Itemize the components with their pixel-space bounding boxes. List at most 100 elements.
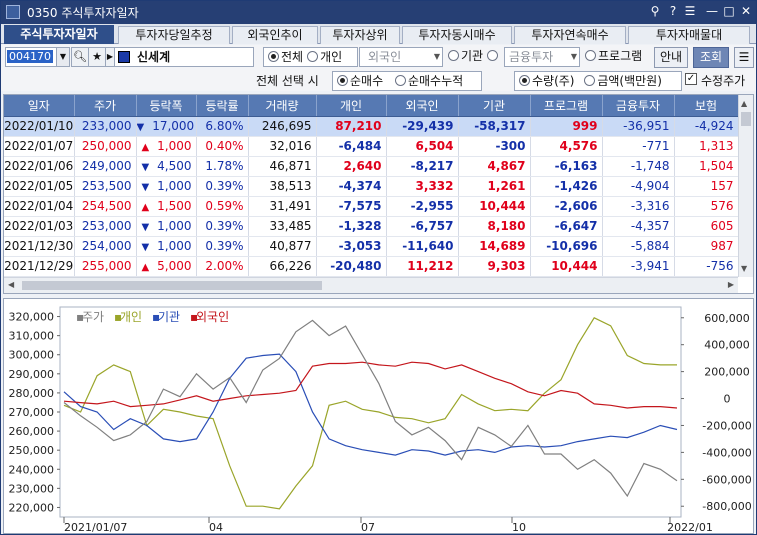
- table-cell: 605: [674, 216, 739, 237]
- star-icon[interactable]: ★: [88, 47, 106, 67]
- table-cell: -300: [458, 136, 531, 157]
- table-cell: 4,867: [458, 156, 531, 177]
- column-header[interactable]: 기관: [458, 95, 531, 117]
- table-row[interactable]: 2021/12/29 255,000 ▲ 5,000 2.00% 66,226 -20,48…: [4, 256, 739, 277]
- column-header[interactable]: 등락폭: [136, 95, 197, 117]
- table-cell: ▼ 1,000: [136, 176, 197, 197]
- radio-all[interactable]: [268, 51, 279, 62]
- column-header[interactable]: 외국인: [386, 95, 459, 117]
- unit-radio-group: 수량(주) 금액(백만원): [514, 71, 682, 91]
- table-row[interactable]: 2022/01/04 254,500 ▲ 1,500 0.59% 31,491 -7,575…: [4, 196, 739, 217]
- table-cell: 38,513: [248, 176, 317, 197]
- minimize-icon[interactable]: —: [706, 4, 718, 18]
- scroll-thumb[interactable]: [741, 112, 751, 126]
- foreign-select[interactable]: 외국인 ▼: [359, 47, 443, 67]
- column-header[interactable]: 거래량: [248, 95, 317, 117]
- table-cell: 253,500: [74, 176, 137, 197]
- net-buy-cum-label: 순매수누적: [407, 74, 464, 88]
- tab-investor-daily[interactable]: 주식투자자일자: [4, 25, 114, 44]
- pin-icon[interactable]: ⚲: [650, 4, 660, 18]
- tab-investor-consecutive-buy[interactable]: 투자자연속매수: [514, 26, 626, 44]
- column-header[interactable]: 일자: [4, 95, 75, 117]
- table-cell: -29,439: [386, 116, 459, 137]
- table-cell: 0.39%: [196, 176, 249, 197]
- investor-chart[interactable]: 320,000 310,000 300,000 290,000 280,000 270,0…: [3, 298, 754, 534]
- code-dropdown-icon[interactable]: ▼: [56, 47, 70, 67]
- tab-investor-volume-profile[interactable]: 투자자매물대: [628, 26, 750, 44]
- table-row[interactable]: 2022/01/03 253,000 ▼ 1,000 0.39% 33,485 -1,328…: [4, 216, 739, 237]
- table-cell: -11,640: [386, 236, 459, 257]
- table-cell: ▲ 1,500: [136, 196, 197, 217]
- inst-select[interactable]: 금융투자 ▼: [504, 47, 580, 67]
- y-left-tick-label: 310,000: [9, 330, 55, 343]
- y-left-tick-label: 250,000: [9, 444, 55, 457]
- scroll-right-icon[interactable]: ▶: [727, 280, 734, 289]
- table-row[interactable]: 2022/01/06 249,000 ▼ 4,500 1.78% 46,871 2,640-…: [4, 156, 739, 177]
- table-cell: ▲ 5,000: [136, 256, 197, 277]
- radio-amount[interactable]: [584, 75, 596, 86]
- table-cell: 0.39%: [196, 216, 249, 237]
- query-button[interactable]: 조회: [693, 47, 729, 68]
- app-logo-icon: [6, 5, 20, 19]
- table-cell: 14,689: [458, 236, 531, 257]
- column-header[interactable]: 개인: [316, 95, 387, 117]
- radio-inst2[interactable]: [487, 50, 499, 61]
- radio-individual[interactable]: [307, 51, 319, 62]
- adj-price-checkbox[interactable]: ✓: [685, 73, 697, 85]
- horizontal-scrollbar[interactable]: ◀ ▶: [4, 277, 738, 293]
- search-icon[interactable]: 🔍︎: [71, 47, 89, 67]
- column-header[interactable]: 주가: [74, 95, 137, 117]
- close-icon[interactable]: ✕: [740, 4, 752, 18]
- stock-code-value: 004170: [7, 50, 53, 63]
- table-cell: -4,357: [602, 216, 675, 237]
- legend-marker: ▪: [152, 310, 160, 324]
- table-cell: 1,313: [674, 136, 739, 157]
- scroll-left-icon[interactable]: ◀: [8, 280, 15, 289]
- list-menu-icon[interactable]: ☰: [734, 47, 754, 68]
- table-row[interactable]: 2022/01/10 233,000 ▼ 17,000 6.80% 246,695 87,2…: [4, 116, 739, 137]
- table-cell: -3,053: [316, 236, 387, 257]
- column-header[interactable]: 등락률: [196, 95, 249, 117]
- table-cell: 10,444: [458, 196, 531, 217]
- column-header[interactable]: 금융투자: [602, 95, 675, 117]
- table-cell: -6,484: [316, 136, 387, 157]
- radio-program[interactable]: [585, 50, 596, 61]
- radio-net-buy-cum[interactable]: [394, 75, 406, 86]
- table-cell: 254,000: [74, 236, 137, 257]
- guide-button[interactable]: 안내: [654, 47, 688, 68]
- help-icon[interactable]: ?: [669, 4, 677, 18]
- tab-foreign-trend[interactable]: 외국인추이: [232, 26, 318, 44]
- net-buy-radio-group: 순매수 순매수누적: [332, 71, 482, 91]
- down-arrow-icon: ▼: [136, 122, 145, 133]
- table-cell: 576: [674, 196, 739, 217]
- radio-inst[interactable]: [448, 50, 459, 61]
- y-left-tick-label: 260,000: [9, 425, 55, 438]
- tab-investor-concurrent-buy[interactable]: 투자자동시매수: [402, 26, 512, 44]
- legend-marker: ▪: [76, 310, 84, 324]
- scroll-up-icon[interactable]: ▲: [741, 99, 748, 108]
- radio-net-buy[interactable]: [337, 75, 348, 86]
- stock-name: 신세계: [137, 50, 171, 64]
- column-header[interactable]: 보험: [674, 95, 739, 117]
- table-cell: 250,000: [74, 136, 137, 157]
- table-row[interactable]: 2021/12/30 254,000 ▼ 1,000 0.39% 40,877 -3,053…: [4, 236, 739, 257]
- tab-investor-top[interactable]: 투자자상위: [320, 26, 400, 44]
- table-row[interactable]: 2022/01/05 253,500 ▼ 1,000 0.39% 38,513 -4,374…: [4, 176, 739, 197]
- maximize-icon[interactable]: □: [723, 4, 735, 18]
- table-cell: ▼ 1,000: [136, 216, 197, 237]
- table-cell: -6,757: [386, 216, 459, 237]
- stock-code-input[interactable]: 004170: [5, 47, 57, 67]
- column-header[interactable]: 프로그램: [530, 95, 603, 117]
- radio-qty[interactable]: [519, 75, 530, 86]
- table-cell: ▼ 1,000: [136, 236, 197, 257]
- hscroll-thumb[interactable]: [22, 281, 322, 290]
- vertical-scrollbar[interactable]: ▲ ▼: [738, 95, 753, 277]
- menu-icon[interactable]: ☰: [684, 4, 696, 18]
- scroll-down-icon[interactable]: ▼: [741, 264, 748, 273]
- down-arrow-icon: ▼: [141, 162, 150, 173]
- table-cell: 11,212: [386, 256, 459, 277]
- table-cell: -4,924: [674, 116, 739, 137]
- table-row[interactable]: 2022/01/07 250,000 ▲ 1,000 0.40% 32,016 -6,484…: [4, 136, 739, 157]
- tab-investor-today-estimate[interactable]: 투자자당일추정: [118, 26, 230, 44]
- y-left-tick-label: 290,000: [9, 368, 55, 381]
